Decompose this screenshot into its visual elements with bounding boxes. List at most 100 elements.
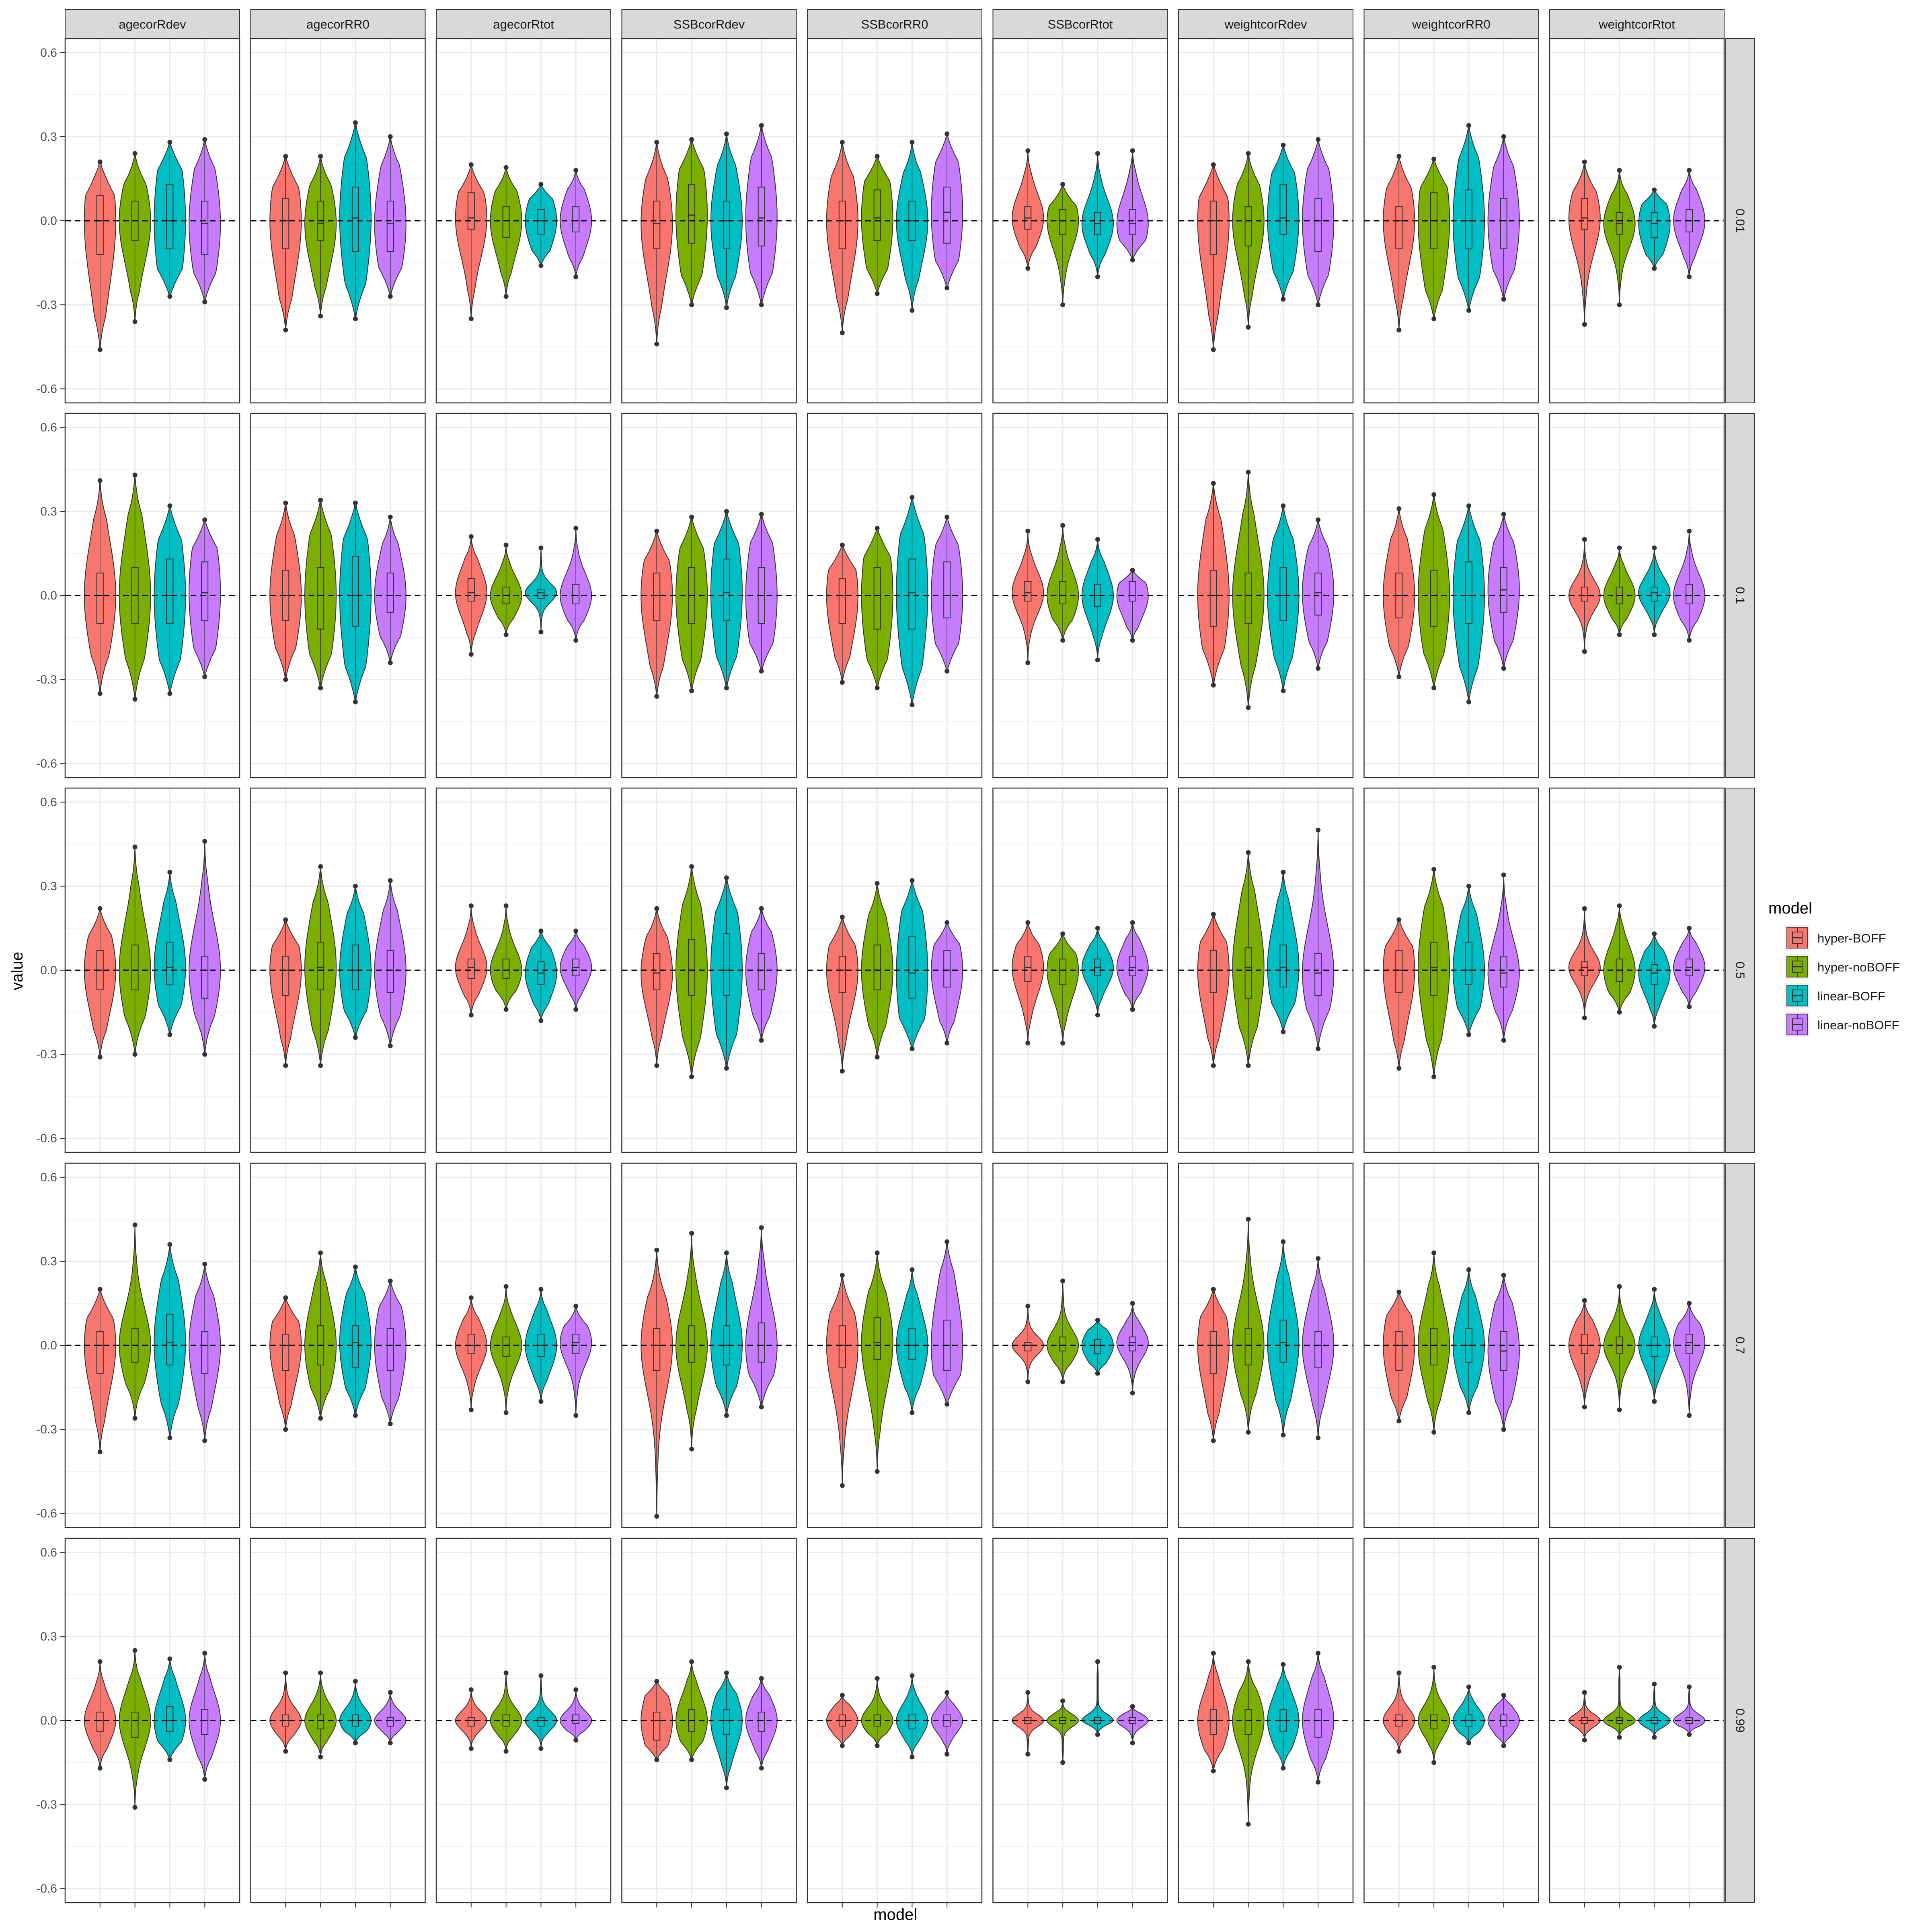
- outlier-point: [167, 503, 172, 508]
- outlier-point: [1095, 1732, 1100, 1737]
- outlier-point: [1396, 154, 1402, 159]
- facet-panel: [992, 1538, 1168, 1903]
- facet-panel: [992, 787, 1168, 1153]
- facet-panel: [435, 787, 612, 1153]
- panel-border: [992, 787, 1168, 1153]
- box-iqr: [1244, 573, 1252, 624]
- outlier-point: [1211, 683, 1216, 688]
- row-strip: [1725, 1538, 1755, 1903]
- outlier-point: [283, 1749, 288, 1754]
- outlier-point: [1060, 302, 1066, 308]
- outlier-point: [689, 1757, 694, 1762]
- outlier-point: [318, 685, 323, 690]
- outlier-point: [724, 1785, 729, 1790]
- outlier-point: [538, 545, 544, 550]
- outlier-point: [468, 534, 474, 539]
- outlier-point: [1316, 517, 1321, 522]
- outlier-point: [1060, 1698, 1066, 1704]
- box-iqr: [1244, 947, 1252, 999]
- box-iqr: [758, 1712, 765, 1732]
- facet-panel: [1549, 1538, 1725, 1903]
- box-iqr: [572, 206, 580, 232]
- outlier-point: [840, 1068, 845, 1074]
- outlier-point: [1281, 1433, 1286, 1438]
- outlier-point: [840, 1483, 845, 1488]
- outlier-point: [1396, 1066, 1402, 1071]
- outlier-point: [944, 1041, 950, 1046]
- outlier-point: [318, 864, 323, 869]
- outlier-point: [167, 1435, 172, 1440]
- outlier-point: [468, 1012, 474, 1018]
- outlier-point: [167, 870, 172, 875]
- outlier-point: [724, 875, 729, 881]
- facet-panel: [992, 38, 1168, 404]
- outlier-point: [468, 1407, 474, 1413]
- row-strip-label: 0.1: [1733, 587, 1747, 604]
- outlier-point: [654, 1063, 659, 1068]
- box-iqr: [131, 1712, 139, 1738]
- outlier-point: [468, 903, 474, 908]
- y-tick-label: 0.3: [40, 1630, 57, 1643]
- facet-panel: [250, 38, 426, 404]
- outlier-point: [538, 928, 544, 934]
- outlier-point: [1582, 1015, 1587, 1020]
- outlier-point: [1211, 1651, 1216, 1656]
- box-iqr: [1651, 587, 1658, 602]
- panel-border: [1363, 1162, 1539, 1528]
- panel-border: [807, 787, 983, 1153]
- box-iqr: [873, 189, 881, 241]
- facet-panel: [1363, 38, 1539, 404]
- column-strip: [1363, 9, 1539, 39]
- box-iqr: [653, 1328, 661, 1371]
- outlier-point: [1130, 1390, 1135, 1396]
- outlier-point: [1501, 1743, 1506, 1748]
- outlier-point: [1060, 931, 1066, 936]
- outlier-point: [1396, 674, 1402, 680]
- outlier-point: [654, 528, 659, 534]
- outlier-point: [468, 1687, 474, 1692]
- column-strip: [250, 9, 426, 39]
- box-iqr: [1244, 206, 1252, 246]
- box-iqr: [1395, 1331, 1403, 1371]
- outlier-point: [654, 1248, 659, 1253]
- box-iqr: [723, 558, 730, 621]
- outlier-point: [503, 1410, 509, 1415]
- outlier-point: [689, 864, 694, 869]
- outlier-point: [202, 300, 207, 305]
- box-iqr: [838, 1325, 846, 1368]
- panel-border: [992, 38, 1168, 404]
- outlier-point: [840, 680, 845, 685]
- outlier-point: [1316, 1651, 1321, 1656]
- outlier-point: [1431, 685, 1437, 690]
- outlier-point: [503, 1007, 509, 1012]
- outlier-point: [1466, 1032, 1471, 1037]
- box-iqr: [1279, 567, 1287, 621]
- y-tick-label: -0.3: [36, 1798, 57, 1811]
- box-iqr: [1430, 570, 1438, 627]
- outlier-point: [1316, 1435, 1321, 1440]
- column-strip-label: weightcorRR0: [1412, 17, 1491, 31]
- facet-panel: [807, 38, 983, 404]
- y-tick-label: -0.3: [36, 1048, 57, 1061]
- facet-panel: [64, 413, 240, 778]
- outlier-point: [1060, 523, 1066, 528]
- box-iqr: [467, 1334, 475, 1354]
- outlier-point: [1130, 1740, 1135, 1745]
- box-iqr: [1024, 581, 1032, 602]
- box-iqr: [131, 944, 139, 990]
- box-iqr: [317, 567, 324, 630]
- outlier-point: [944, 1690, 950, 1695]
- box-iqr: [502, 1337, 510, 1357]
- outlier-point: [318, 313, 323, 318]
- outlier-point: [1466, 503, 1471, 508]
- outlier-point: [759, 1225, 764, 1230]
- y-tick-label: -0.3: [36, 298, 57, 312]
- panel-border: [250, 1162, 426, 1528]
- outlier-point: [538, 1399, 544, 1404]
- outlier-point: [724, 509, 729, 514]
- box-iqr: [386, 1328, 394, 1371]
- box-iqr: [723, 933, 730, 996]
- panel-border: [621, 413, 797, 778]
- panel-border: [64, 38, 240, 404]
- panel-border: [807, 38, 983, 404]
